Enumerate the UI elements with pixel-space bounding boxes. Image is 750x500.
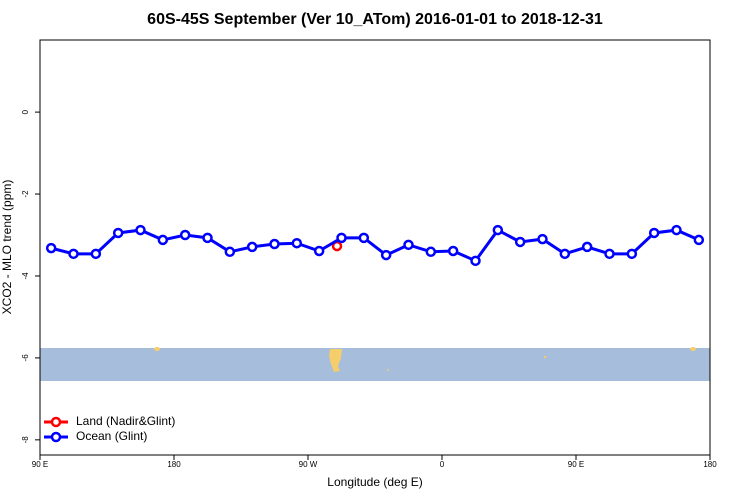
y-tick-label: -2 [21,190,30,198]
point [559,248,571,260]
point [224,246,236,258]
point [45,242,57,254]
y-tick-label: -8 [21,436,30,444]
land-shape [543,355,547,359]
y-tick-label: -6 [21,354,30,362]
point [626,248,638,260]
x-tick-label: 90 W [299,460,318,469]
point [157,234,169,246]
legend-marker [50,416,62,428]
point [202,232,213,244]
point [358,232,370,244]
point [648,227,660,239]
point [693,234,705,246]
land-shape [690,347,696,351]
point [380,249,392,261]
point [447,245,459,257]
legend-label: Ocean (Glint) [76,429,147,443]
point [246,241,258,253]
y-tick-label: 0 [21,109,30,114]
point [313,245,325,257]
y-axis-label: XCO2 - MLO trend (ppm) [0,180,14,315]
point [537,233,548,245]
point [336,232,347,244]
y-tick-label: -4 [21,272,30,280]
legend-marker [50,431,62,443]
x-tick-label: 180 [167,460,181,469]
point [492,224,504,236]
point [90,248,102,260]
x-tick-label: 90 E [568,460,584,469]
ocean-band [40,348,710,381]
point [112,227,124,239]
land-shape [154,347,160,351]
legend-label: Land (Nadir&Glint) [76,414,175,428]
map-strip [40,347,710,381]
point [470,255,481,267]
x-tick-label: 180 [703,460,717,469]
x-tick-label: 90 E [32,460,48,469]
plot-frame [39,39,711,456]
point [135,224,146,236]
land-shape [387,369,389,371]
x-axis-label: Longitude (deg E) [327,475,422,489]
x-tick-label: 0 [440,460,445,469]
point [514,236,526,248]
point [68,248,79,260]
point [269,238,280,250]
chart-title: 60S-45S September (Ver 10_ATom) 2016-01-… [147,11,603,28]
point [291,237,303,249]
point [179,229,191,241]
series-line [50,228,700,263]
point [403,239,414,251]
point [671,224,682,236]
point [425,246,437,258]
point [581,241,593,253]
land-shape [329,349,342,372]
point [604,248,615,260]
